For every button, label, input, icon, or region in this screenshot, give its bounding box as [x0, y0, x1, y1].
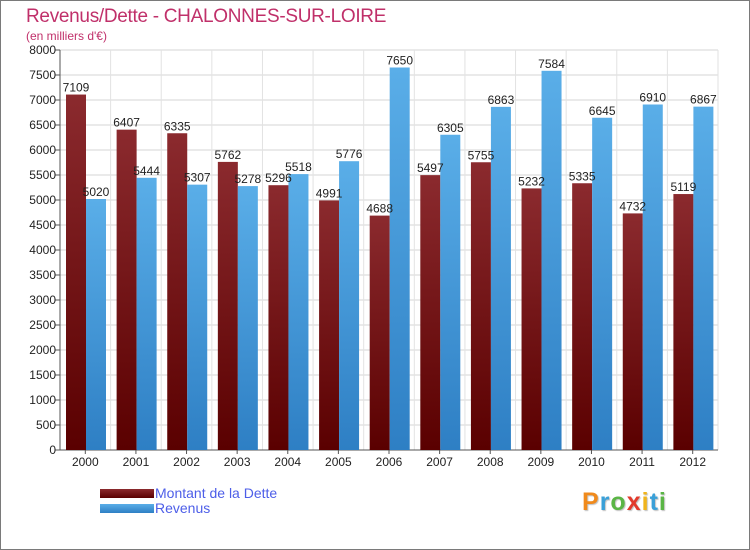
x-tick-label-2006: 2006 — [376, 455, 403, 469]
chart-subtitle: (en milliers d'€) — [26, 29, 107, 43]
data-label-dette-2001: 6407 — [113, 116, 140, 130]
bar-revenus-2009 — [541, 70, 562, 451]
chart-title: Revenus/Dette - CHALONNES-SUR-LOIRE — [26, 6, 387, 27]
data-label-revenus-2006: 7650 — [386, 54, 413, 68]
data-label-revenus-2009: 7584 — [538, 57, 565, 71]
x-tick-label-2008: 2008 — [477, 455, 504, 469]
x-tick-label-2000: 2000 — [72, 455, 99, 469]
bar-revenus-2007 — [440, 134, 461, 450]
data-label-dette-2000: 7109 — [63, 81, 90, 95]
x-tick-label-2012: 2012 — [679, 455, 706, 469]
y-tick-label: 6500 — [29, 118, 56, 132]
bar-revenus-2010 — [592, 117, 613, 450]
data-label-revenus-2003: 5278 — [234, 172, 261, 186]
bar-layer — [66, 67, 714, 451]
data-label-revenus-2010: 6645 — [589, 104, 616, 118]
x-tick-label-2002: 2002 — [173, 455, 200, 469]
y-tick-label: 0 — [49, 443, 56, 457]
data-label-revenus-2005: 5776 — [336, 147, 363, 161]
logo-letter: P — [582, 488, 600, 516]
data-label-dette-2012: 5119 — [670, 180, 696, 194]
y-tick-label: 7500 — [29, 68, 56, 82]
y-tick-label: 8000 — [29, 43, 56, 57]
bar-dette-2004 — [268, 185, 289, 450]
data-label-dette-2008: 5755 — [468, 148, 495, 162]
y-tick-label: 2500 — [29, 318, 56, 332]
data-label-dette-2011: 4732 — [619, 199, 646, 213]
data-label-revenus-2004: 5518 — [285, 160, 312, 174]
bar-revenus-2011 — [642, 104, 663, 450]
logo-letter: i — [658, 488, 667, 516]
bar-dette-2002 — [167, 133, 188, 450]
logo-letter: t — [649, 488, 659, 516]
data-label-revenus-2000: 5020 — [83, 185, 110, 199]
logo-letter: x — [626, 488, 642, 516]
bar-dette-2008 — [470, 162, 491, 450]
bar-dette-2011 — [622, 213, 643, 450]
data-label-revenus-2007: 6305 — [437, 121, 464, 135]
y-tick-label: 5000 — [29, 193, 56, 207]
y-tick-label: 5500 — [29, 168, 56, 182]
x-tick-label-2001: 2001 — [123, 455, 150, 469]
proxiti-logo: Proxiti — [582, 488, 667, 517]
data-label-revenus-2002: 5307 — [184, 171, 211, 185]
data-label-dette-2004: 5296 — [265, 171, 292, 185]
bar-revenus-2004 — [288, 174, 309, 450]
bar-dette-2010 — [572, 183, 593, 450]
x-tick-label-2007: 2007 — [426, 455, 453, 469]
data-label-dette-2009: 5232 — [518, 174, 545, 188]
bar-revenus-2001 — [136, 177, 157, 451]
data-label-dette-2002: 6335 — [164, 119, 191, 133]
x-tick-label-2010: 2010 — [578, 455, 605, 469]
data-label-dette-2007: 5497 — [417, 161, 444, 175]
y-tick-label: 1000 — [29, 393, 56, 407]
x-tick-label-2011: 2011 — [629, 455, 655, 469]
logo-letter: r — [599, 488, 611, 516]
y-tick-label: 3500 — [29, 268, 56, 282]
data-label-revenus-2012: 6867 — [690, 93, 717, 107]
bar-dette-2001 — [116, 129, 137, 450]
bar-revenus-2002 — [187, 184, 208, 450]
bar-revenus-2000 — [86, 199, 106, 450]
x-tick-label-2003: 2003 — [224, 455, 251, 469]
logo-letter: i — [641, 488, 650, 516]
data-label-revenus-2001: 5444 — [133, 164, 160, 178]
bar-revenus-2003 — [237, 186, 258, 450]
legend-label-dette: Montant de la Dette — [155, 485, 278, 501]
data-label-revenus-2011: 6910 — [639, 91, 666, 105]
bar-dette-2003 — [217, 161, 238, 450]
y-tick-label: 3000 — [29, 293, 56, 307]
data-label-revenus-2008: 6863 — [488, 93, 515, 107]
y-tick-label: 2000 — [29, 343, 56, 357]
y-tick-label: 500 — [36, 418, 56, 432]
bar-dette-2009 — [521, 188, 542, 450]
y-tick-label: 4500 — [29, 218, 56, 232]
data-label-dette-2006: 4688 — [366, 202, 393, 216]
legend-swatch-dette — [100, 489, 154, 498]
bar-dette-2007 — [420, 175, 441, 450]
legend-swatch-revenus — [100, 504, 154, 513]
bar-revenus-2006 — [389, 67, 410, 450]
y-tick-label: 4000 — [29, 243, 56, 257]
bar-dette-2005 — [319, 200, 340, 450]
y-tick-label: 1500 — [29, 368, 56, 382]
bar-dette-2006 — [369, 215, 390, 450]
y-tick-label: 6000 — [29, 143, 56, 157]
logo-letter: o — [610, 488, 627, 516]
data-label-dette-2005: 4991 — [316, 186, 343, 200]
bar-revenus-2012 — [693, 106, 714, 451]
bar-dette-2000 — [66, 94, 86, 451]
x-tick-label-2005: 2005 — [325, 455, 352, 469]
y-tick-label: 7000 — [29, 93, 56, 107]
bar-revenus-2005 — [339, 161, 360, 450]
data-label-dette-2003: 5762 — [214, 148, 241, 162]
bar-dette-2012 — [673, 194, 694, 450]
bar-revenus-2008 — [490, 106, 511, 450]
data-label-dette-2010: 5335 — [569, 169, 596, 183]
x-tick-label-2009: 2009 — [527, 455, 554, 469]
x-tick-label-2004: 2004 — [274, 455, 301, 469]
legend-label-revenus: Revenus — [155, 500, 211, 516]
